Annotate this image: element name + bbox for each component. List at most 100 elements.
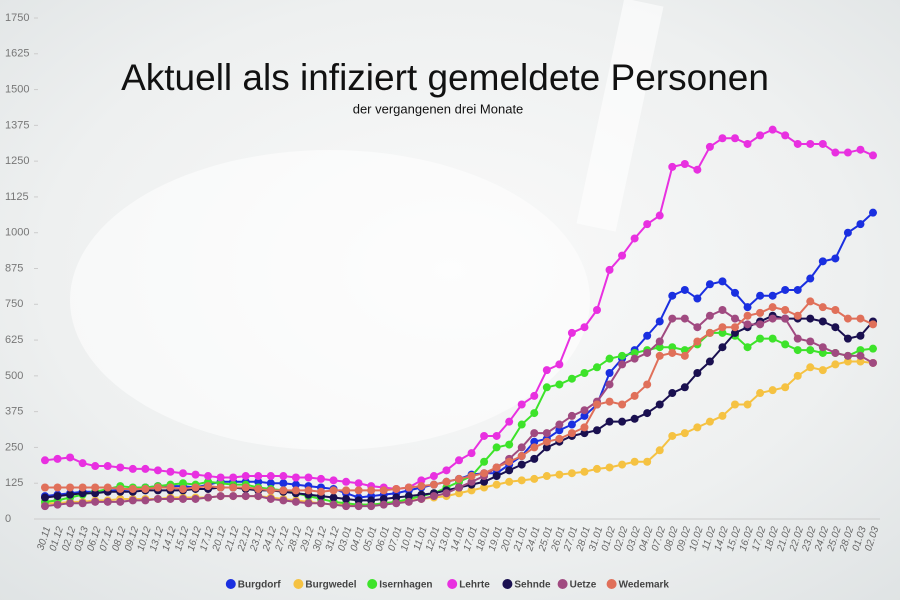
y-tick-label: 1750 [5, 12, 29, 24]
point [818, 343, 827, 352]
point [354, 502, 363, 511]
point [179, 479, 187, 488]
point [718, 306, 727, 315]
point [128, 484, 137, 493]
point [317, 487, 325, 496]
point [191, 483, 200, 492]
point [781, 314, 790, 323]
point [743, 320, 752, 329]
point [404, 492, 413, 501]
point [530, 443, 539, 452]
point [618, 417, 627, 426]
point [680, 160, 689, 169]
point [655, 446, 664, 455]
point [191, 494, 200, 503]
point [630, 348, 639, 357]
point [831, 360, 840, 369]
point [141, 464, 150, 473]
point [329, 486, 338, 495]
point [279, 479, 288, 488]
point [693, 165, 702, 174]
point [781, 131, 790, 140]
point [806, 337, 815, 346]
point [680, 351, 689, 360]
point [542, 383, 551, 392]
point [367, 502, 376, 511]
point [831, 148, 840, 157]
point [718, 323, 727, 332]
point [768, 303, 777, 312]
chart-subtitle: der vergangenen drei Monate [353, 101, 524, 116]
point [731, 400, 739, 409]
point [153, 483, 162, 492]
point [530, 429, 539, 438]
series [41, 125, 877, 493]
point [743, 311, 752, 320]
point [417, 482, 426, 491]
point [705, 357, 714, 366]
point [718, 277, 727, 286]
point [179, 494, 187, 503]
point [354, 479, 363, 488]
point [668, 162, 677, 171]
point [605, 265, 614, 274]
legend-label: Lehrte [459, 580, 490, 591]
point [555, 420, 564, 429]
point [818, 139, 827, 148]
point [379, 500, 388, 509]
legend-marker [606, 579, 617, 589]
point [179, 484, 187, 493]
point [567, 374, 576, 383]
point [580, 429, 589, 438]
point [229, 492, 238, 501]
point [204, 472, 213, 481]
point [128, 496, 137, 505]
point [731, 134, 739, 143]
point [91, 497, 100, 506]
point [580, 467, 589, 476]
point [856, 331, 865, 340]
legend-marker [293, 579, 304, 589]
point [517, 420, 526, 429]
legend-item: Sehnde [502, 579, 551, 591]
point [818, 317, 827, 326]
point [818, 257, 827, 266]
point [505, 477, 514, 486]
point [266, 486, 275, 495]
point [705, 142, 714, 151]
point [793, 371, 802, 380]
point [41, 493, 49, 502]
point [291, 473, 300, 482]
point [818, 348, 827, 357]
point [655, 351, 664, 360]
point [191, 470, 200, 479]
point [743, 343, 752, 352]
point [781, 340, 790, 349]
point [743, 139, 752, 148]
y-tick-label: 1375 [5, 119, 29, 131]
point [329, 500, 338, 509]
point [668, 343, 677, 352]
point [618, 251, 627, 260]
point [806, 346, 815, 355]
point [843, 334, 852, 343]
point [304, 473, 313, 482]
point [818, 366, 827, 375]
point [743, 303, 752, 312]
point [768, 314, 777, 323]
point [103, 462, 112, 471]
point [806, 139, 815, 148]
point [618, 351, 627, 360]
point [643, 331, 652, 340]
point [492, 431, 501, 440]
point [693, 294, 702, 303]
point [869, 344, 877, 353]
point [567, 469, 576, 478]
point [116, 484, 125, 493]
point [793, 285, 802, 294]
point [367, 486, 376, 495]
background-shape [70, 150, 590, 450]
point [467, 472, 476, 481]
point [768, 291, 777, 300]
point [567, 420, 576, 429]
